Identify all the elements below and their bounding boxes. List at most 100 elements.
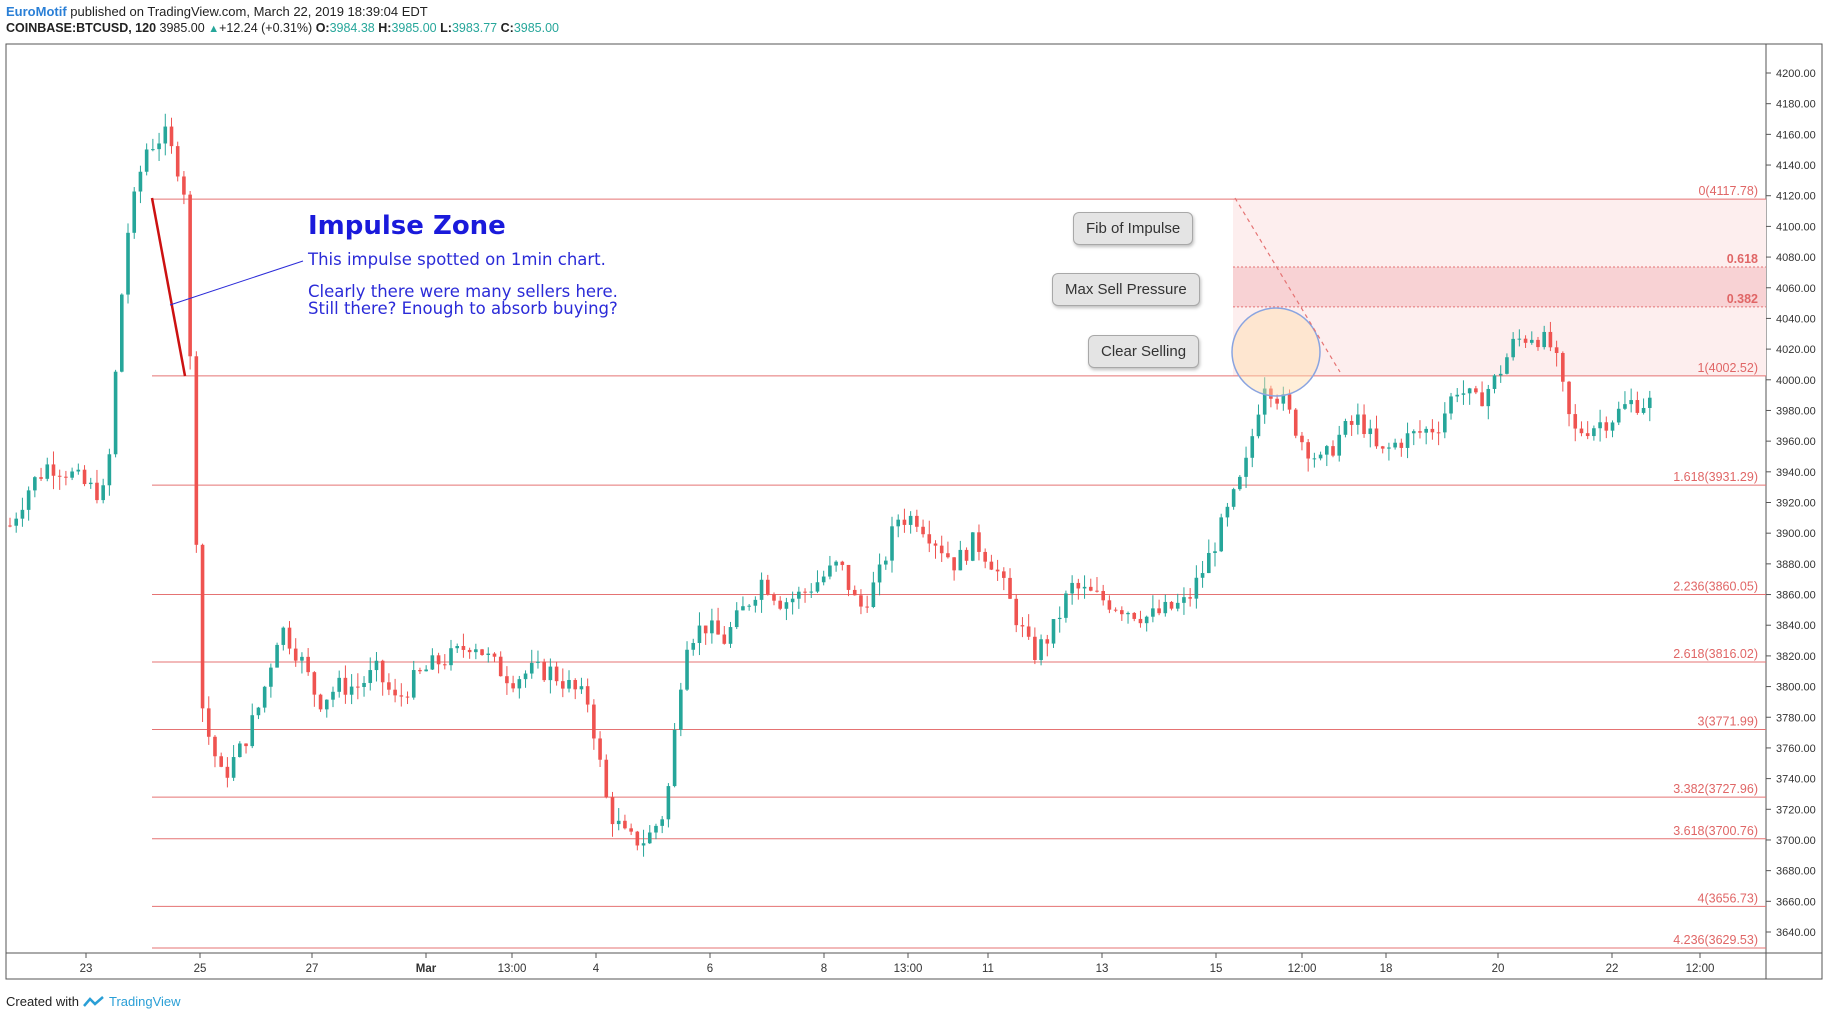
candle-body (821, 576, 826, 583)
candle-body (1101, 591, 1105, 601)
candle-body (194, 356, 199, 545)
last-price: 3985.00 (159, 21, 205, 35)
candle-body (927, 534, 932, 544)
y-tick-label: 3900.00 (1776, 528, 1816, 540)
candle-body (995, 569, 1000, 572)
fib-label: 2.618(3816.02) (1673, 647, 1758, 661)
price-chart[interactable]: 0(4117.78) 0.618 0.382 1(4002.52) 1.618(3931… (0, 0, 1828, 990)
candle-body (275, 644, 279, 668)
candle-body (828, 565, 832, 577)
candle-body (1219, 517, 1224, 552)
candle-body (82, 469, 87, 485)
candle-body (846, 564, 851, 590)
open-value: 3984.38 (329, 21, 375, 35)
candle-body (95, 482, 99, 501)
x-tick-label: 13 (1096, 963, 1109, 975)
candle-body (542, 661, 546, 681)
candle-body (598, 738, 602, 760)
y-tick-label: 3720.00 (1776, 804, 1816, 816)
candle-body (977, 532, 981, 552)
candle-body (151, 149, 155, 151)
candle-body (1107, 600, 1112, 610)
x-tick-label: 12:00 (1686, 963, 1715, 975)
candle-body (387, 682, 391, 690)
candle-body (809, 591, 814, 593)
y-tick-label: 3880.00 (1776, 559, 1816, 571)
candle-body (573, 679, 578, 690)
candle-body (293, 648, 298, 661)
candle-body (467, 649, 472, 653)
y-tick-label: 3780.00 (1776, 712, 1816, 724)
candle-body (1573, 414, 1578, 429)
candle-body (461, 646, 466, 650)
candle-body (306, 656, 310, 673)
candle-body (654, 825, 658, 833)
candle-body (1486, 388, 1491, 407)
candle-body (1225, 506, 1230, 518)
candle-body (1138, 618, 1143, 624)
candle-body (710, 620, 714, 634)
y-tick-label: 3740.00 (1776, 774, 1816, 786)
candle-body (1039, 639, 1043, 660)
candle-body (480, 649, 484, 655)
candle-body (57, 475, 62, 477)
candle-body (1312, 458, 1317, 460)
footer: Created with TradingView (6, 994, 181, 1009)
candle-body (759, 579, 764, 600)
candle-body (815, 582, 820, 592)
candle-body (616, 820, 621, 825)
author-link[interactable]: EuroMotif (6, 4, 67, 19)
candle-body (1113, 609, 1118, 611)
candle-body (1287, 394, 1292, 410)
price-change: +12.24 (+0.31%) (219, 21, 313, 35)
candle-body (765, 579, 770, 595)
candle-body (399, 695, 404, 697)
candle-body (623, 820, 627, 829)
candle-body (629, 828, 633, 832)
candle-body (1623, 404, 1627, 409)
candle-body (88, 482, 93, 485)
candle-body (1045, 639, 1050, 644)
y-tick-label: 4140.00 (1776, 160, 1816, 172)
candle-body (1238, 476, 1242, 490)
candle-body (1175, 602, 1180, 609)
candle-body (529, 662, 534, 674)
candle-body (107, 454, 112, 486)
candle-body (231, 757, 236, 778)
candle-body (356, 686, 360, 688)
created-with-text: Created with (6, 994, 79, 1009)
callout-fib-of-impulse: Fib of Impulse (1073, 212, 1194, 245)
candle-body (859, 595, 863, 607)
candle-body (492, 653, 497, 657)
candle-body (921, 526, 925, 535)
candle-body (1554, 347, 1559, 353)
x-tick-label: 25 (194, 963, 207, 975)
y-tick-label: 4120.00 (1776, 191, 1816, 203)
candle-body (1188, 597, 1192, 599)
candle-body (51, 464, 56, 476)
candle-body (1467, 388, 1472, 394)
candle-body (1542, 331, 1546, 348)
candle-body (1579, 428, 1584, 434)
candle-body (1529, 339, 1534, 343)
y-tick-label: 3820.00 (1776, 651, 1816, 663)
candle-body (1436, 432, 1441, 434)
candle-body (455, 646, 460, 649)
candle-body (1424, 428, 1428, 433)
candle-body (1337, 434, 1342, 456)
candle-body (498, 656, 503, 677)
candle-body (1616, 408, 1621, 423)
candle-body (281, 627, 286, 645)
x-tick-label: 13:00 (498, 963, 527, 975)
candle-body (1604, 422, 1609, 431)
fib-label: 3.618(3700.76) (1673, 824, 1758, 838)
tradingview-brand[interactable]: TradingView (108, 994, 181, 1009)
candle-body (132, 191, 137, 233)
candle-body (523, 673, 528, 680)
candle-body (126, 232, 130, 295)
annotation-pointer (169, 260, 304, 306)
candle-body (691, 643, 696, 650)
candle-body (442, 664, 447, 666)
candle-body (1418, 431, 1422, 433)
candle-body (579, 686, 584, 690)
